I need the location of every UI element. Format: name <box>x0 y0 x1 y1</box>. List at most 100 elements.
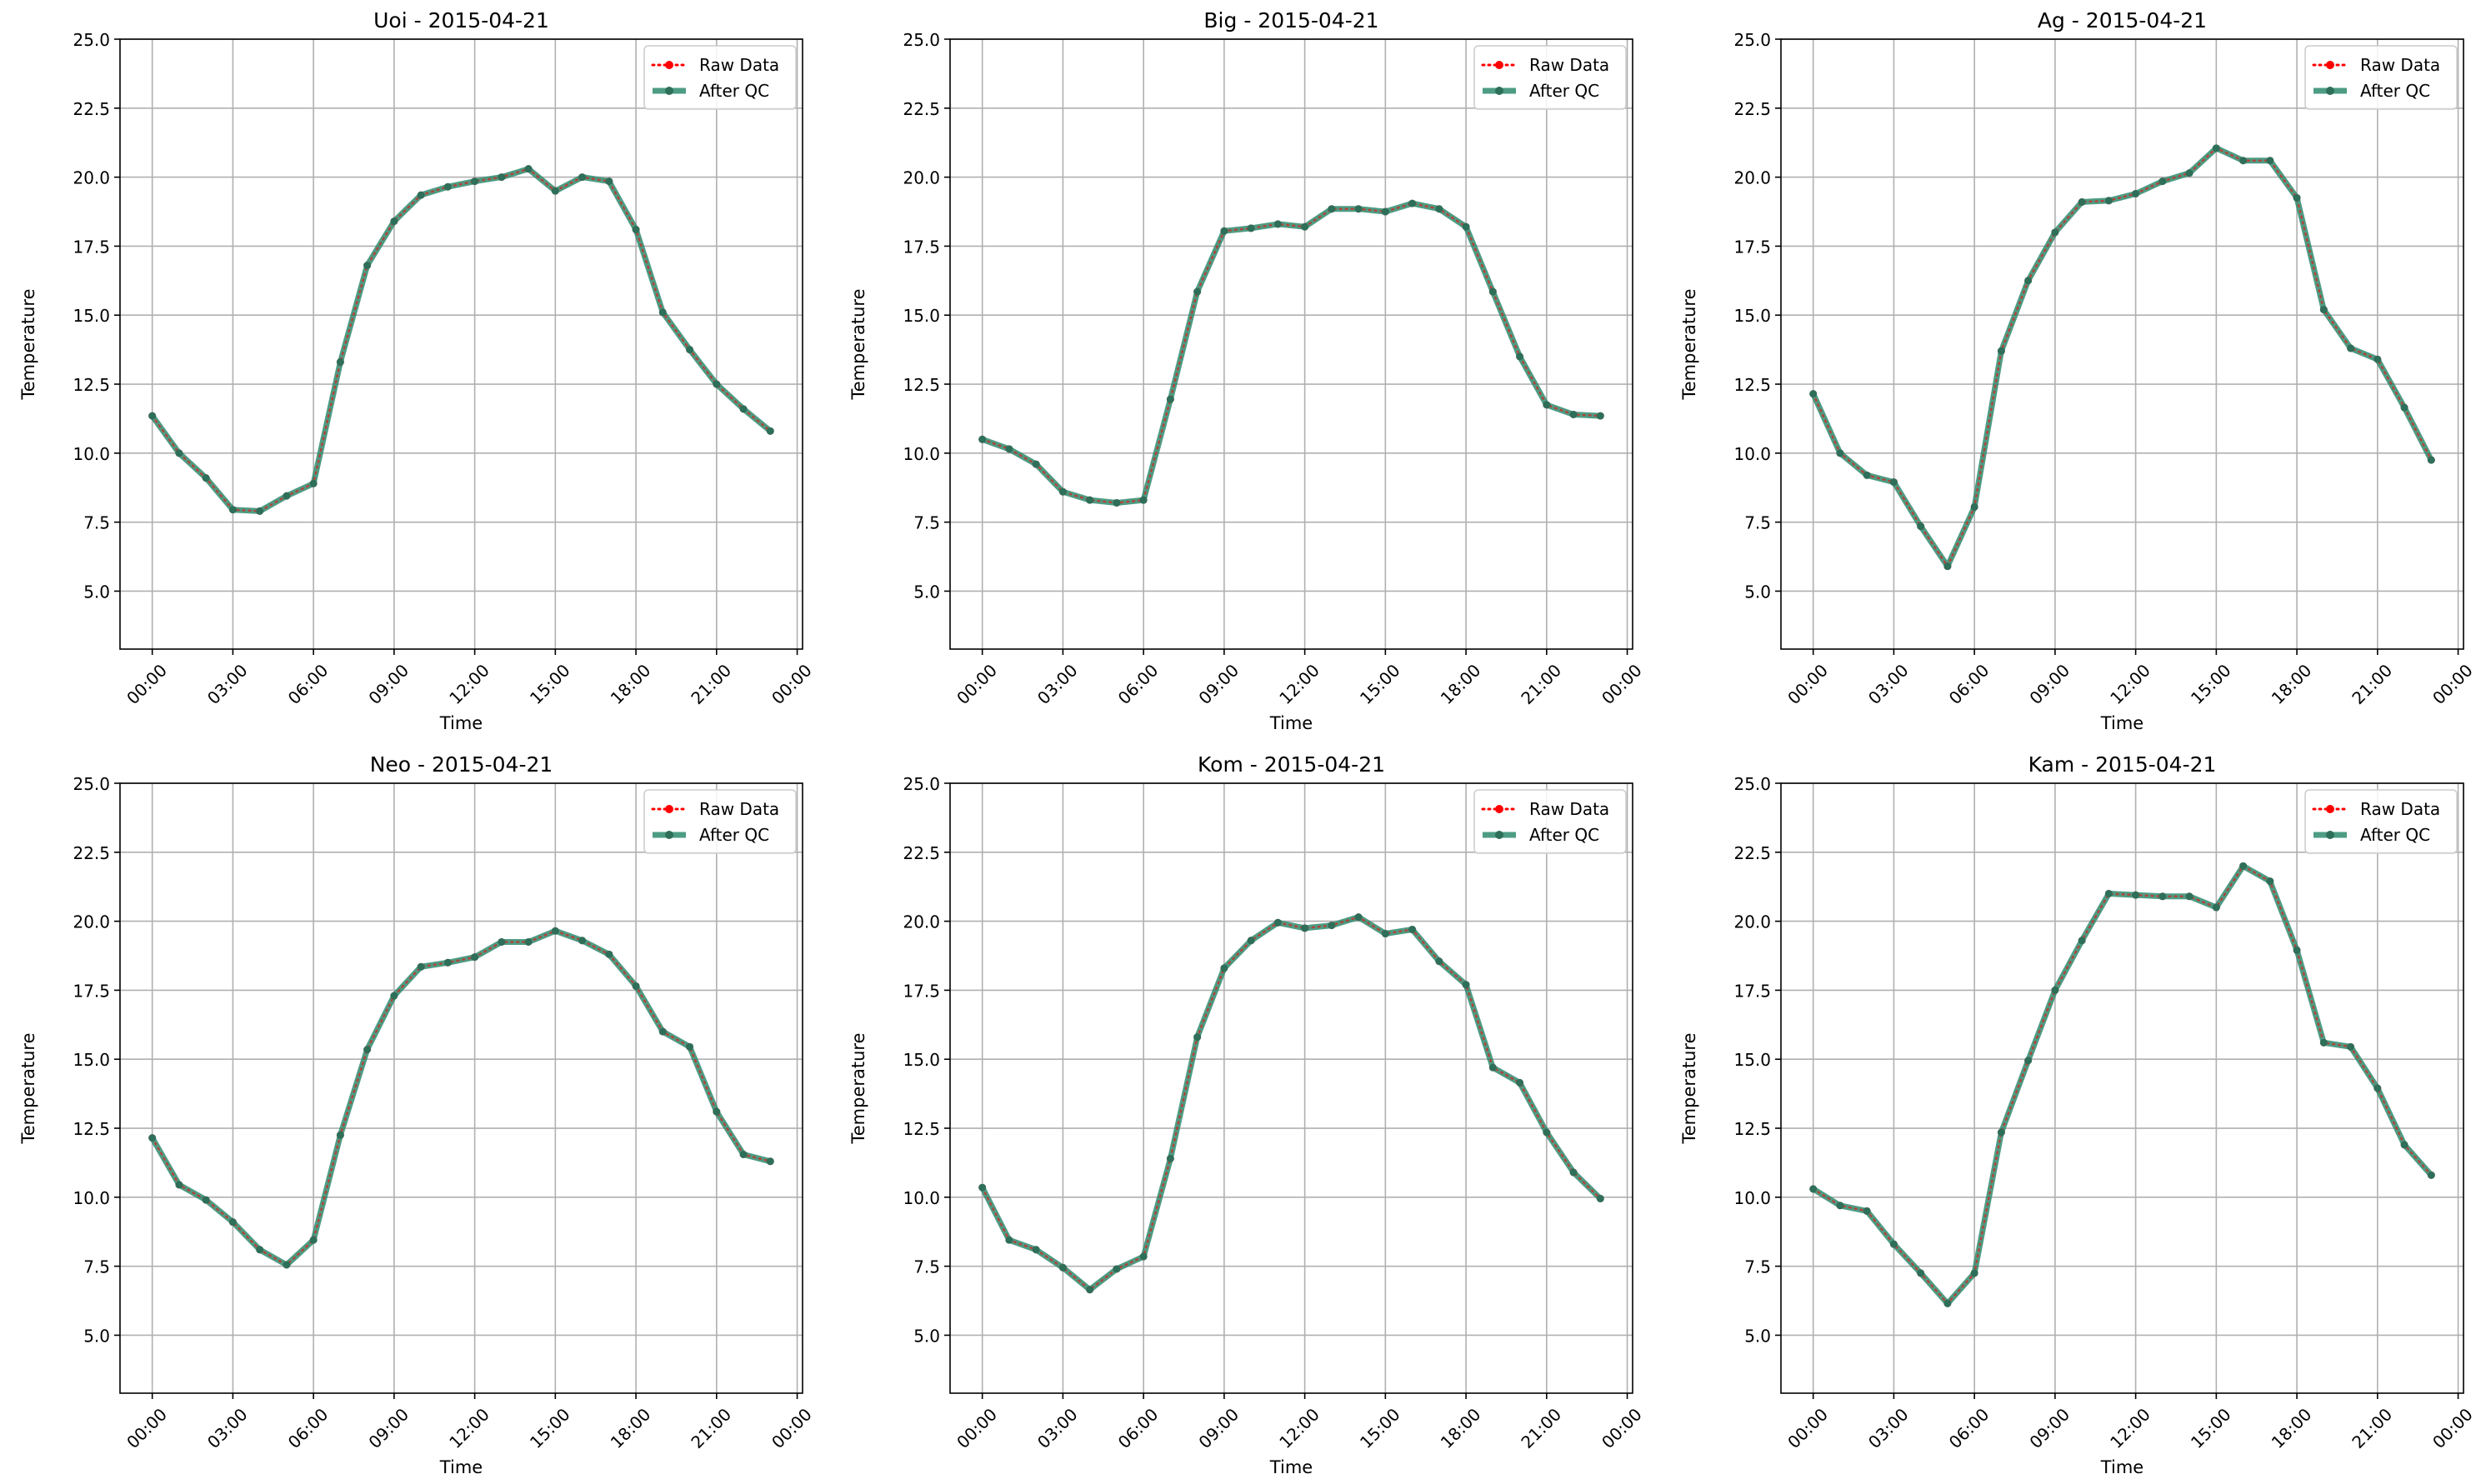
x-tick-label: 00:00 <box>123 1404 171 1452</box>
legend-marker-raw-data <box>2326 805 2334 813</box>
y-tick-label: 7.5 <box>83 513 110 533</box>
legend-label-after-qc: After QC <box>2360 825 2430 845</box>
subplot: Big - 2015-04-21 5.0 7.5 10.0 12.5 15.0 17.5 20… <box>848 8 1646 733</box>
data-point-after-qc <box>632 982 640 990</box>
data-point-after-qc <box>175 1181 183 1189</box>
data-point-after-qc <box>1970 1269 1978 1277</box>
chart-title: Big - 2015-04-21 <box>1203 8 1378 32</box>
data-point-after-qc <box>256 507 264 515</box>
gridlines <box>950 782 1633 1393</box>
data-point-after-qc <box>1032 1246 1040 1254</box>
data-point-after-qc <box>1569 410 1578 418</box>
data-point-after-qc <box>2400 403 2408 412</box>
data-point-after-qc <box>2347 344 2355 352</box>
y-tick-label: 17.5 <box>903 981 940 1001</box>
data-point-after-qc <box>2051 228 2059 237</box>
plot-data <box>978 199 1604 507</box>
data-point-after-qc <box>498 937 506 946</box>
series-line-after-qc <box>1810 862 2434 1307</box>
data-point-after-qc <box>1516 352 1524 361</box>
y-tick-label: 20.0 <box>903 912 940 932</box>
x-tick-label: 21:00 <box>687 1404 735 1452</box>
y-tick-label: 25.0 <box>1733 30 1771 50</box>
x-tick-label: 21:00 <box>687 660 735 708</box>
data-point-after-qc <box>2319 1038 2328 1047</box>
x-tick-label: 03:00 <box>1864 1404 1913 1452</box>
legend-label-raw-data: Raw Data <box>699 55 779 75</box>
data-point-after-qc <box>1970 502 1978 511</box>
data-point-after-qc <box>498 173 506 182</box>
subplot: Kom - 2015-04-21 5.0 7.5 10.0 12.5 15.0 17.5 20… <box>848 752 1646 1477</box>
data-point-after-qc <box>2373 1084 2382 1092</box>
y-tick-label: 12.5 <box>1733 375 1771 395</box>
x-tick-label: 09:00 <box>364 660 413 708</box>
x-tick-label: 12:00 <box>445 660 493 708</box>
x-tick-label: 00:00 <box>1783 1404 1832 1452</box>
legend-marker-after-qc <box>2326 831 2334 839</box>
data-point-after-qc <box>1836 449 1844 457</box>
x-tick-label: 21:00 <box>1517 660 1565 708</box>
x-tick-label: 00:00 <box>2428 660 2477 708</box>
y-tick-label: 7.5 <box>1744 513 1771 533</box>
data-point-after-qc <box>1943 562 1952 571</box>
data-point-after-qc <box>1381 207 1389 216</box>
data-point-after-qc <box>202 474 210 482</box>
data-point-after-qc <box>1596 412 1604 420</box>
data-point-after-qc <box>2293 946 2301 954</box>
plot-frame <box>1780 38 2464 650</box>
y-tick-label: 12.5 <box>73 375 110 395</box>
data-point-after-qc <box>471 177 479 186</box>
data-point-after-qc <box>283 492 291 500</box>
data-point-after-qc <box>1273 918 1282 927</box>
data-point-after-qc <box>2024 1057 2033 1065</box>
y-tick-label: 15.0 <box>1733 1050 1771 1070</box>
data-point-after-qc <box>766 427 774 435</box>
data-point-after-qc <box>1220 964 1228 972</box>
x-tick-label: 03:00 <box>203 660 252 708</box>
data-point-after-qc <box>2104 889 2113 897</box>
x-tick-label: 18:00 <box>1437 660 1485 708</box>
data-point-after-qc <box>1247 937 1255 945</box>
data-point-after-qc <box>1166 1154 1174 1162</box>
y-tick-label: 17.5 <box>1733 981 1771 1001</box>
plot-frame <box>949 782 1633 1394</box>
subplot: Neo - 2015-04-21 5.0 7.5 10.0 12.5 15.0 17.5 20… <box>18 752 816 1477</box>
y-tick-label: 12.5 <box>1733 1119 1771 1139</box>
y-axis-label: Temperature <box>848 1032 868 1144</box>
data-point-after-qc <box>1220 227 1228 235</box>
data-point-after-qc <box>2212 144 2220 152</box>
legend-marker-after-qc <box>1495 87 1503 95</box>
data-point-after-qc <box>1863 471 1871 479</box>
data-point-after-qc <box>2319 306 2328 314</box>
data-point-after-qc <box>524 165 533 173</box>
x-tick-label: 06:00 <box>1114 660 1163 708</box>
x-axis-label: Time <box>1269 1457 1313 1477</box>
data-point-after-qc <box>1005 445 1013 453</box>
y-tick-label: 20.0 <box>73 168 110 188</box>
x-tick-label: 21:00 <box>2348 1404 2396 1452</box>
x-tick-label: 12:00 <box>1275 1404 1323 1452</box>
y-axis-label: Temperature <box>18 1032 38 1144</box>
data-point-after-qc <box>632 226 640 234</box>
data-point-after-qc <box>309 1236 318 1244</box>
data-point-after-qc <box>363 1046 372 1054</box>
series-line-after-qc <box>149 166 773 514</box>
subplot: Ag - 2015-04-21 5.0 7.5 10.0 12.5 15.0 17.5 20.… <box>1679 8 2477 733</box>
data-point-after-qc <box>1354 205 1363 213</box>
legend-marker-raw-data <box>1495 805 1503 813</box>
data-point-after-qc <box>1997 347 2005 355</box>
data-point-after-qc <box>2051 986 2059 994</box>
data-point-after-qc <box>1086 496 1094 504</box>
y-tick-label: 5.0 <box>83 1326 110 1346</box>
y-tick-label: 25.0 <box>73 774 110 794</box>
legend-label-after-qc: After QC <box>1529 825 1599 845</box>
y-tick-label: 17.5 <box>903 237 940 257</box>
x-tick-label: 09:00 <box>1194 660 1243 708</box>
y-tick-label: 25.0 <box>903 774 940 794</box>
legend-marker-after-qc <box>665 831 673 839</box>
x-tick-label: 15:00 <box>1356 660 1404 708</box>
chart-title: Kam - 2015-04-21 <box>2028 752 2217 777</box>
data-point-after-qc <box>578 937 587 945</box>
y-tick-label: 12.5 <box>903 375 940 395</box>
